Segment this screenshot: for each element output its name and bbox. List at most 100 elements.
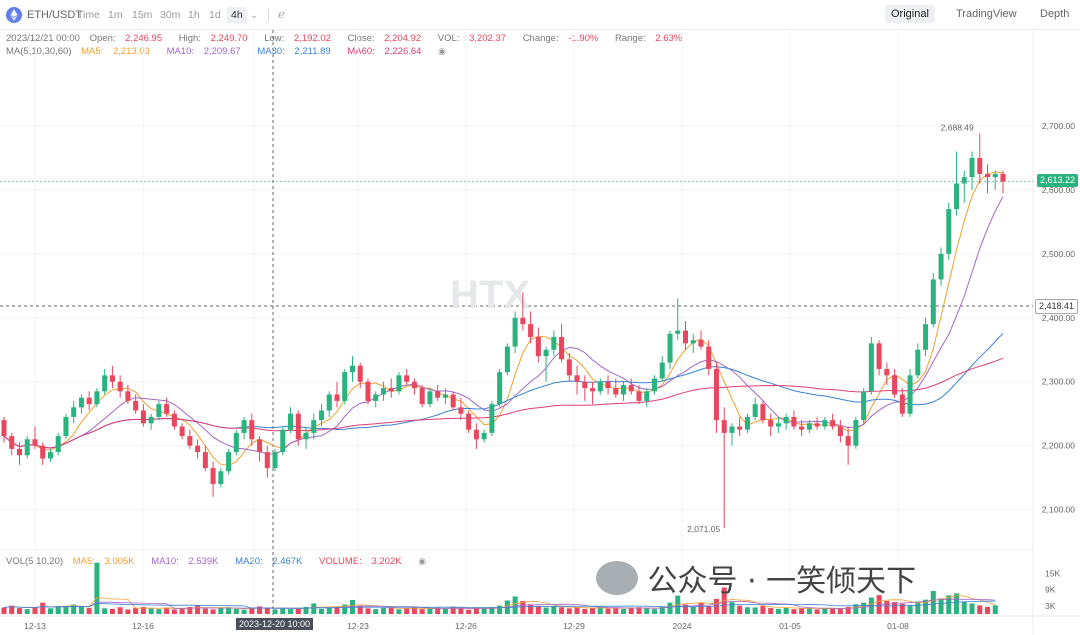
candle-body [822,420,828,427]
volume-bar [195,605,201,614]
volume-eye-icon[interactable]: ◉ [418,556,427,566]
candle-body [535,336,541,357]
volume-bar [543,607,549,614]
volume-bar [388,606,394,614]
candle-body [419,388,425,405]
volume-bar [682,604,689,614]
candle-body [466,413,472,430]
tab-time[interactable]: Time [77,9,100,21]
tab-1h[interactable]: 1h [188,9,200,21]
volume-bar [380,608,386,614]
volume-bar [295,607,301,614]
volume-bar [288,609,294,614]
volume-bar [419,609,425,614]
tab-15m[interactable]: 15m [132,9,153,21]
current-price-tag: 2,613.22 [1036,174,1078,188]
volume-bar [806,607,812,614]
tab-30m[interactable]: 30m [160,9,181,21]
wechat-icon [596,561,638,595]
high-value: 2,249.70 [210,33,248,44]
indicator-settings-icon[interactable]: ℯ [278,7,286,21]
candle-body [590,388,596,392]
candle-body [164,404,170,414]
open-label: Open: [89,33,116,44]
candle-body [613,388,619,395]
candle-body [187,436,193,446]
volume-bar [458,608,464,614]
view-depth[interactable]: Depth [1040,8,1070,20]
price-tick-label: 2,500.00 [1042,249,1075,259]
candle-body [520,317,526,325]
candle-body [125,391,131,401]
candle-body [760,404,766,421]
candle-body [806,423,812,430]
volume-bar [226,607,232,614]
volume-bar [853,604,859,614]
volume-bar [628,608,634,614]
volume-bar [954,593,960,614]
candle-body [233,432,239,453]
volume-bar [218,607,224,614]
vol-ma10-value: 2.539K [188,556,219,567]
candle-body [954,183,960,210]
volume-bar [171,609,177,614]
volume-bar [837,608,843,614]
volume-bar [411,607,417,614]
crosshair-time-tag: 2023-12-20 10:00 [236,618,314,630]
time-tick-label: 12-16 [132,621,154,631]
candle-body [682,330,689,344]
candle-body [373,394,379,401]
chevron-down-icon[interactable]: ⌄ [250,10,259,21]
candle-body [876,343,882,369]
volume-bar [520,601,526,614]
candle-body [179,426,185,437]
volume-bar [435,607,441,614]
tab-1d[interactable]: 1d [209,9,221,21]
candle-body [210,468,216,485]
vol-label: VOL: [437,33,460,44]
tab-4h[interactable]: 4h [227,7,247,23]
candle-body [1000,173,1006,182]
candle-body [543,349,549,357]
ma60-value: 2,226.64 [384,46,422,57]
htx-watermark: HTX [450,273,530,317]
volume-bar [535,605,541,614]
candle-body [961,177,967,184]
candle-body [148,416,154,424]
candle-body [644,391,650,401]
volume-bar [349,599,356,614]
volume-bar [930,591,936,614]
candle-body [458,407,464,414]
candle-body [489,404,495,433]
candle-body [435,391,441,398]
volume-bar [783,607,789,614]
candle-body [582,381,588,389]
volume-bar [466,609,472,614]
candle-body [706,346,712,369]
volume-bar [706,605,712,614]
tab-1m[interactable]: 1m [108,9,123,21]
candle-body [349,365,356,373]
volume-bar [311,603,317,614]
volume-bar [473,607,479,614]
price-tick-label: 2,300.00 [1042,377,1075,387]
chart-grid [0,30,1080,635]
candle-body [605,381,611,389]
volume-bar [442,608,448,614]
view-tradingview[interactable]: TradingView [956,8,1017,20]
candle-body [156,404,162,417]
price-tick-label: 2,400.00 [1042,313,1075,323]
change-label: Change: [522,33,559,44]
pair-symbol[interactable]: ETH/USDT [27,9,82,21]
channel-watermark: 公众号 · 一笑倾天下 [596,556,916,600]
candle-body [497,372,503,405]
candle-body [597,381,603,392]
visibility-eye-icon[interactable]: ◉ [438,46,446,56]
volume-bar [551,606,557,614]
view-original[interactable]: Original [885,5,935,23]
candle-body [40,445,46,459]
volume-bar [187,606,193,614]
volume-bar [427,608,433,614]
volume-bar [899,603,905,614]
